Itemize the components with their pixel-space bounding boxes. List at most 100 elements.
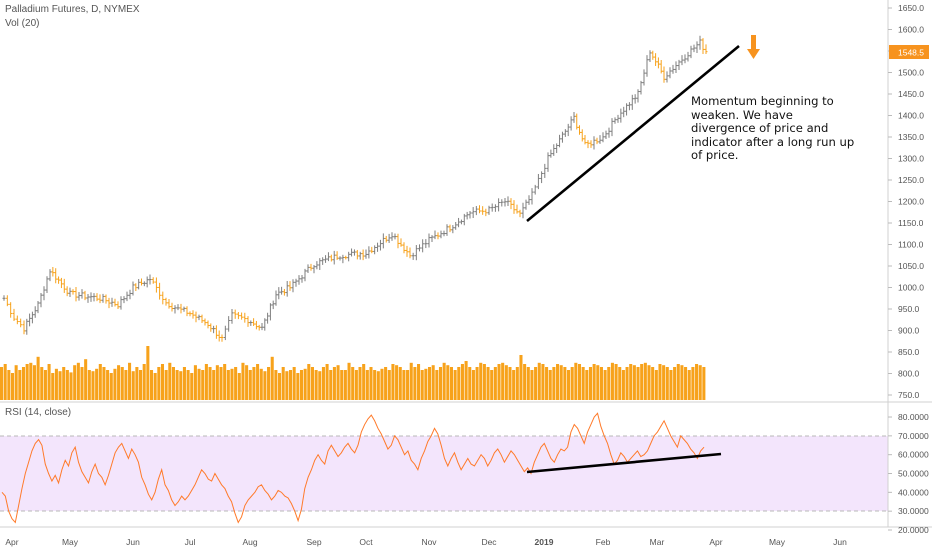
volume-bar xyxy=(332,367,336,400)
volume-bar xyxy=(95,368,99,400)
volume-bar xyxy=(541,364,545,400)
price-tick-label: 800.0 xyxy=(898,369,920,379)
volume-bar xyxy=(296,373,300,400)
time-tick-label: Dec xyxy=(481,537,497,547)
time-tick-label: Feb xyxy=(596,537,611,547)
price-tick-label: 1350.0 xyxy=(898,132,924,142)
volume-bar xyxy=(526,367,530,400)
volume-bar xyxy=(457,367,461,400)
volume-bar xyxy=(662,365,666,400)
price-tick-label: 750.0 xyxy=(898,390,920,400)
volume-bar xyxy=(139,370,143,400)
volume-bar xyxy=(102,367,106,400)
volume-bar xyxy=(537,362,541,400)
volume-bar xyxy=(702,367,706,400)
volume-bar xyxy=(303,368,307,400)
volume-bar xyxy=(460,364,464,400)
volume-bar xyxy=(179,371,183,400)
volume-bar xyxy=(274,370,278,400)
volume-bar xyxy=(424,368,428,400)
rsi-tick-label: 30.0000 xyxy=(898,506,929,516)
rsi-axis-ticks: 20.0000 30.0000 40.0000 50.0000 60.0000 70.00… xyxy=(888,412,929,535)
volume-bar xyxy=(515,367,519,400)
price-tick-label: 950.0 xyxy=(898,304,920,314)
volume-bar xyxy=(256,364,260,400)
volume-bar xyxy=(493,367,497,400)
volume-bar xyxy=(208,367,212,400)
rsi-tick-label: 50.0000 xyxy=(898,469,929,479)
volume-bar xyxy=(234,367,238,400)
volume-bar xyxy=(614,364,618,400)
volume-bar xyxy=(530,370,534,400)
volume-bar xyxy=(369,367,373,400)
volume-bar xyxy=(212,370,216,400)
time-tick-label: Jun xyxy=(126,537,140,547)
down-arrow-icon xyxy=(747,35,760,59)
time-tick-label: Apr xyxy=(709,537,722,547)
volume-bar xyxy=(409,362,413,400)
volume-bar xyxy=(252,367,256,400)
volume-bar xyxy=(314,370,318,400)
volume-bar xyxy=(109,373,113,400)
volume-bar xyxy=(98,364,102,400)
volume-bar xyxy=(523,364,527,400)
price-tick-label: 1650.0 xyxy=(898,3,924,13)
volume-bar xyxy=(464,361,468,400)
volume-bar xyxy=(625,367,629,400)
volume-bar xyxy=(669,370,673,400)
volume-bar xyxy=(599,367,603,400)
chart-title: Palladium Futures, D, NYMEX xyxy=(5,4,140,15)
volume-bar xyxy=(577,364,582,400)
volume-bar xyxy=(281,367,285,400)
volume-bar xyxy=(453,370,457,400)
volume-bar xyxy=(519,355,523,400)
rsi-trendline xyxy=(526,452,722,474)
volume-bar xyxy=(680,365,684,400)
rsi-tick-label: 40.0000 xyxy=(898,487,929,497)
volume-bar xyxy=(618,367,622,400)
volume-bar xyxy=(0,367,4,400)
volume-bar xyxy=(336,365,340,400)
volume-bar xyxy=(29,362,33,400)
volume-bar xyxy=(479,362,483,400)
volume-bar xyxy=(373,370,377,400)
time-tick-label: Oct xyxy=(359,537,373,547)
volume-bar xyxy=(574,362,578,400)
volume-bar xyxy=(698,365,702,400)
volume-bar xyxy=(438,367,443,400)
price-tick-label: 1150.0 xyxy=(898,218,924,228)
price-tick-label: 1250.0 xyxy=(898,175,924,185)
volume-bar xyxy=(248,370,252,400)
volume-bar xyxy=(585,370,589,400)
volume-bar xyxy=(128,362,132,400)
volume-bar xyxy=(245,365,249,400)
volume-bar xyxy=(186,370,190,400)
volume-bar xyxy=(647,365,651,400)
volume-bar xyxy=(640,364,644,400)
time-tick-label: Jun xyxy=(833,537,847,547)
time-tick-label: Aug xyxy=(242,537,257,547)
volume-bar xyxy=(321,367,325,400)
volume-bar xyxy=(654,370,658,400)
volume-bar xyxy=(76,362,80,400)
volume-bar xyxy=(149,370,154,400)
volume-bar xyxy=(581,367,585,400)
volume-bar xyxy=(182,367,186,400)
volume-bar xyxy=(556,364,560,400)
price-tick-label: 1000.0 xyxy=(898,283,924,293)
volume-bar xyxy=(263,371,267,400)
volume-bar xyxy=(25,364,29,400)
volume-bar xyxy=(325,364,329,400)
volume-legend: Vol (20) xyxy=(5,18,40,29)
volume-bar xyxy=(563,367,567,400)
volume-bar xyxy=(117,365,121,400)
volume-bar xyxy=(164,370,168,400)
volume-bar xyxy=(588,367,592,400)
volume-bar xyxy=(343,370,347,400)
price-tick-label: 1500.0 xyxy=(898,68,924,78)
time-tick-label: 2019 xyxy=(535,537,554,547)
volume-bar xyxy=(288,370,293,400)
volume-bar xyxy=(621,370,625,400)
volume-bar xyxy=(120,367,124,400)
